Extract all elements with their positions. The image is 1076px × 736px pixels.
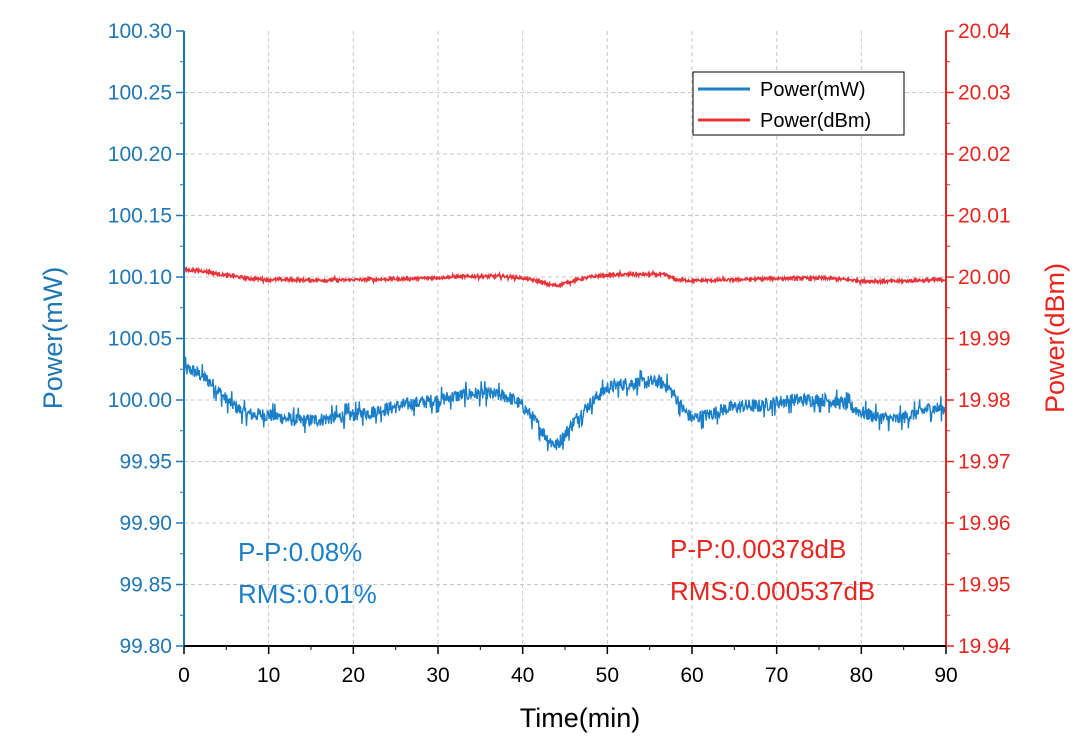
x-tick-label: 0 bbox=[178, 664, 190, 687]
right-y-tick-label: 20.03 bbox=[958, 82, 1011, 105]
left-y-tick-label: 100.05 bbox=[108, 328, 172, 351]
left-y-tick-label: 100.00 bbox=[108, 389, 172, 412]
x-tick-label: 20 bbox=[342, 664, 365, 687]
legend-label-dbm: Power(dBm) bbox=[760, 110, 871, 132]
legend-label-mw: Power(mW) bbox=[760, 79, 866, 101]
left-y-tick-label: 99.90 bbox=[119, 512, 172, 535]
legend-box bbox=[692, 71, 905, 136]
left-y-tick-label: 99.80 bbox=[119, 635, 172, 658]
annotation-pp-percent: P-P:0.08% bbox=[238, 537, 362, 567]
x-tick-label: 80 bbox=[850, 664, 873, 687]
series-line-dbm bbox=[183, 265, 947, 289]
right-y-tick-label: 20.01 bbox=[958, 205, 1011, 228]
x-tick-label: 10 bbox=[257, 664, 280, 687]
axes-layer: 0 10 20 30 40 50 60 70 80 90 99.80 99.85 99.90 99.95 1… bbox=[108, 20, 1011, 687]
right-y-tick-label: 19.97 bbox=[958, 451, 1011, 474]
annotation-rms-db: RMS:0.000537dB bbox=[670, 576, 875, 606]
series-line-mw bbox=[183, 356, 947, 452]
left-y-tick-label: 100.15 bbox=[108, 205, 172, 228]
right-y-tick-label: 19.98 bbox=[958, 389, 1011, 412]
right-axis-title: Power(dBm) bbox=[1040, 263, 1070, 413]
x-tick-label: 90 bbox=[934, 664, 957, 687]
left-y-tick-label: 100.30 bbox=[108, 20, 172, 43]
annotation-pp-db: P-P:0.00378dB bbox=[670, 534, 846, 564]
series-layer bbox=[183, 265, 947, 452]
x-tick-label: 60 bbox=[680, 664, 703, 687]
x-tick-label: 40 bbox=[511, 664, 534, 687]
x-axis-title: Time(min) bbox=[520, 703, 641, 733]
right-y-tick-label: 19.94 bbox=[958, 635, 1011, 658]
left-y-tick-label: 100.10 bbox=[108, 266, 172, 289]
right-y-tick-label: 20.04 bbox=[958, 20, 1011, 43]
left-y-tick-label: 99.85 bbox=[119, 574, 172, 597]
left-y-tick-label: 100.20 bbox=[108, 143, 172, 166]
x-tick-label: 50 bbox=[596, 664, 619, 687]
right-y-tick-label: 19.99 bbox=[958, 328, 1011, 351]
annotation-rms-percent: RMS:0.01% bbox=[238, 579, 377, 609]
right-y-tick-label: 19.96 bbox=[958, 512, 1011, 535]
grid-layer bbox=[184, 31, 946, 646]
legend: Power(mW) Power(dBm) bbox=[692, 71, 905, 136]
right-y-tick-label: 19.95 bbox=[958, 574, 1011, 597]
left-y-tick-label: 100.25 bbox=[108, 82, 172, 105]
right-y-tick-label: 20.02 bbox=[958, 143, 1011, 166]
x-tick-label: 70 bbox=[765, 664, 788, 687]
left-y-tick-label: 99.95 bbox=[119, 451, 172, 474]
left-axis-title: Power(mW) bbox=[38, 267, 68, 410]
right-y-tick-label: 20.00 bbox=[958, 266, 1011, 289]
x-tick-label: 30 bbox=[426, 664, 449, 687]
